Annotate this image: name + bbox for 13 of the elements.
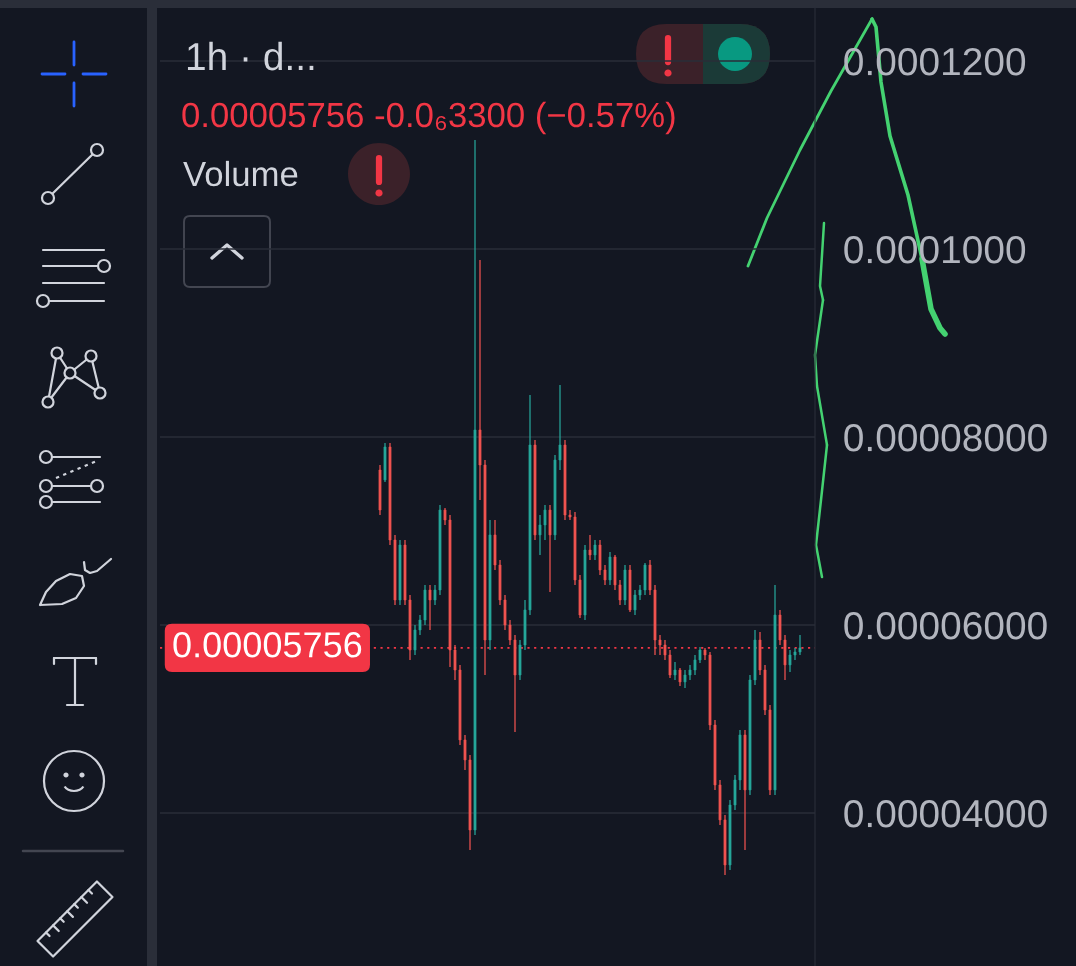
text: Volume: [183, 160, 298, 187]
candlestick: [593, 539, 597, 561]
y-tick-label: 0.00008000: [844, 423, 1047, 452]
y-tick-label: 0.00006000: [844, 611, 1047, 640]
text: 1h · d...: [187, 41, 314, 71]
candlestick: [673, 661, 677, 681]
annotation: 0.00005756 -0.0₆3300 (−0.57%): [182, 101, 675, 135]
ref-line-label: 0.00005756: [173, 632, 362, 658]
y-tick-label: 0.00004000: [844, 799, 1047, 828]
candlestick: [588, 534, 592, 561]
candlestick: [678, 667, 682, 687]
candlestick: [428, 584, 432, 631]
candlestick: [608, 551, 612, 586]
